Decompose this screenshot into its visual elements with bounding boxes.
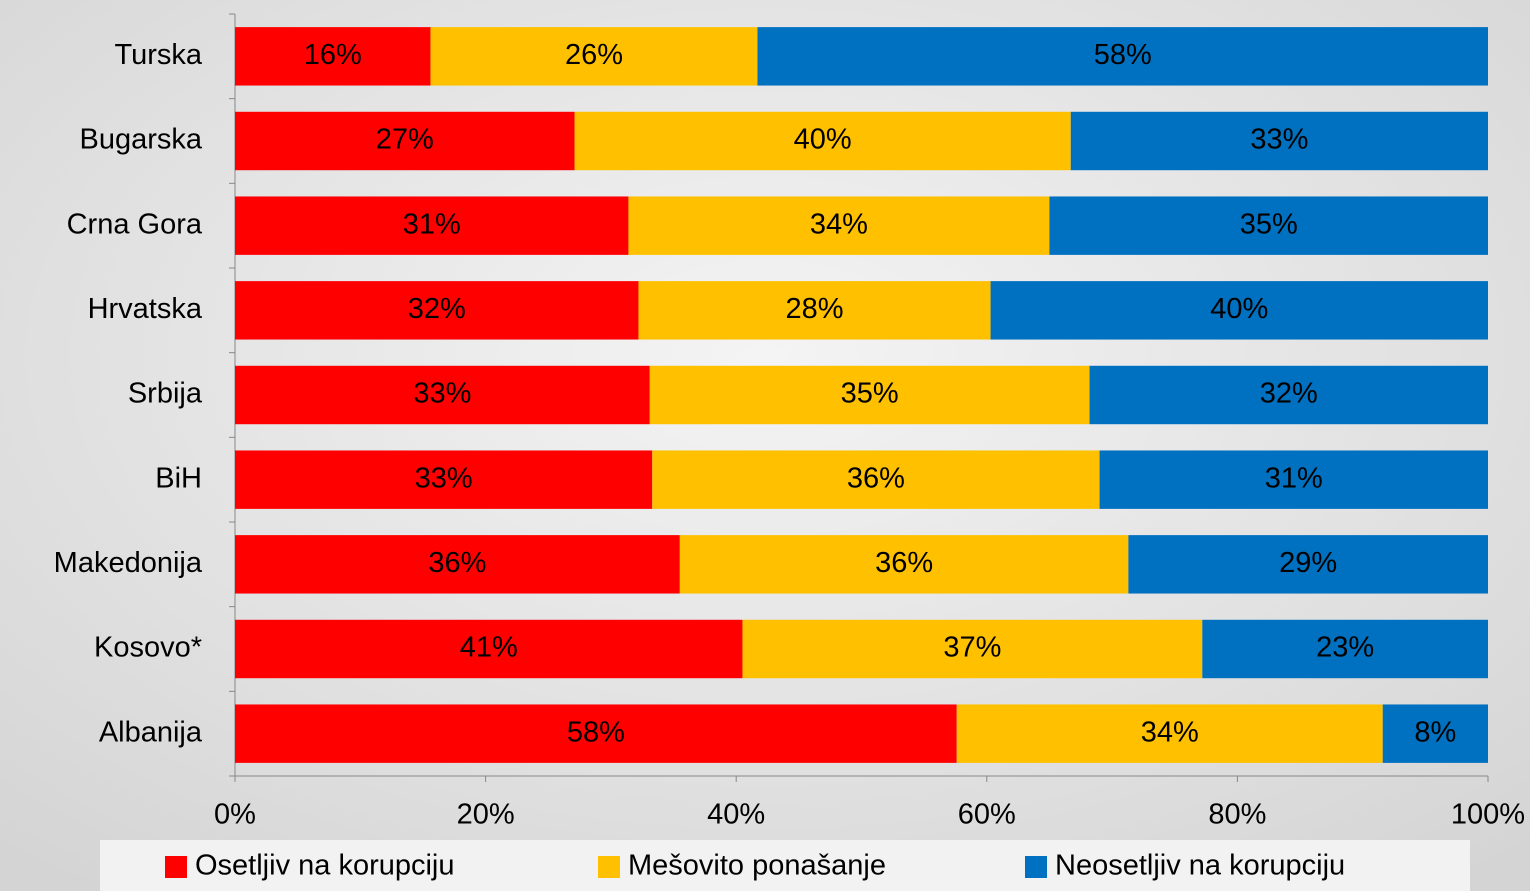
data-label: 58% [567,716,625,748]
data-label: 40% [794,124,852,156]
x-tick-label: 40% [707,799,765,831]
bar-segment [1128,535,1488,594]
bar-segment [757,27,1488,86]
bar-segment [1099,450,1488,509]
bar-segment [649,365,1090,425]
y-tick-label: Crna Gora [67,208,203,240]
data-label: 35% [1240,208,1298,240]
data-label: 23% [1316,632,1374,664]
data-label: 41% [460,632,518,664]
legend-box [100,840,1470,891]
bar-segment [1070,111,1488,171]
x-tick-label: 80% [1208,799,1266,831]
bar-segment [1089,365,1488,425]
data-label: 27% [376,124,434,156]
data-label: 31% [1265,462,1323,494]
data-label: 37% [943,632,1001,664]
data-label: 32% [408,293,466,325]
legend-swatch [165,856,187,878]
bar-segment [235,281,639,340]
y-tick-label: Srbija [128,378,203,410]
bar-segment [1202,619,1488,679]
bar-segment [235,111,575,171]
data-label: 26% [565,39,623,71]
legend-swatch [598,856,620,878]
bar-segment [235,365,650,425]
bar-segment [990,281,1488,340]
bar-segment [679,535,1129,594]
data-label: 29% [1279,547,1337,579]
data-label: 31% [403,208,461,240]
data-label: 34% [1141,716,1199,748]
bar-segment [235,619,743,679]
bar-segment [430,27,758,86]
legend-swatch [1025,856,1047,878]
bar-segment [235,196,629,255]
bar-segment [235,535,680,594]
bar-segment [574,111,1071,171]
data-label: 36% [875,547,933,579]
data-label: 8% [1414,716,1456,748]
legend-label: Osetljiv na korupciju [195,850,455,882]
bar-segment [742,619,1203,679]
bar-segment [638,281,991,340]
data-label: 36% [847,462,905,494]
bar-segment [956,704,1383,763]
data-label: 58% [1094,39,1152,71]
x-tick-label: 60% [958,799,1016,831]
bar-segment [1049,196,1488,255]
data-label: 28% [785,293,843,325]
bar-segment [235,450,653,509]
bar-segment [235,704,957,763]
y-tick-label: Albanija [99,716,203,748]
data-label: 33% [413,378,471,410]
x-tick-label: 100% [1451,799,1525,831]
data-label: 34% [810,208,868,240]
legend-label: Neosetljiv na korupciju [1055,850,1345,882]
data-label: 32% [1260,378,1318,410]
y-tick-label: Turska [114,39,202,71]
bar-segment [1382,704,1488,763]
data-label: 35% [841,378,899,410]
bar-segment [628,196,1050,255]
y-tick-label: Makedonija [54,547,203,579]
data-label: 40% [1210,293,1268,325]
data-label: 16% [304,39,362,71]
x-tick-label: 20% [457,799,515,831]
legend-label: Mešovito ponašanje [628,850,886,882]
data-label: 36% [428,547,486,579]
y-tick-label: Kosovo* [94,632,202,664]
y-tick-label: Hrvatska [88,293,203,325]
y-tick-label: BiH [155,462,202,494]
data-label: 33% [415,462,473,494]
data-label: 33% [1250,124,1308,156]
x-tick-label: 0% [214,799,256,831]
bar-segment [652,450,1100,509]
bar-segment [235,27,431,86]
y-tick-label: Bugarska [79,124,202,156]
